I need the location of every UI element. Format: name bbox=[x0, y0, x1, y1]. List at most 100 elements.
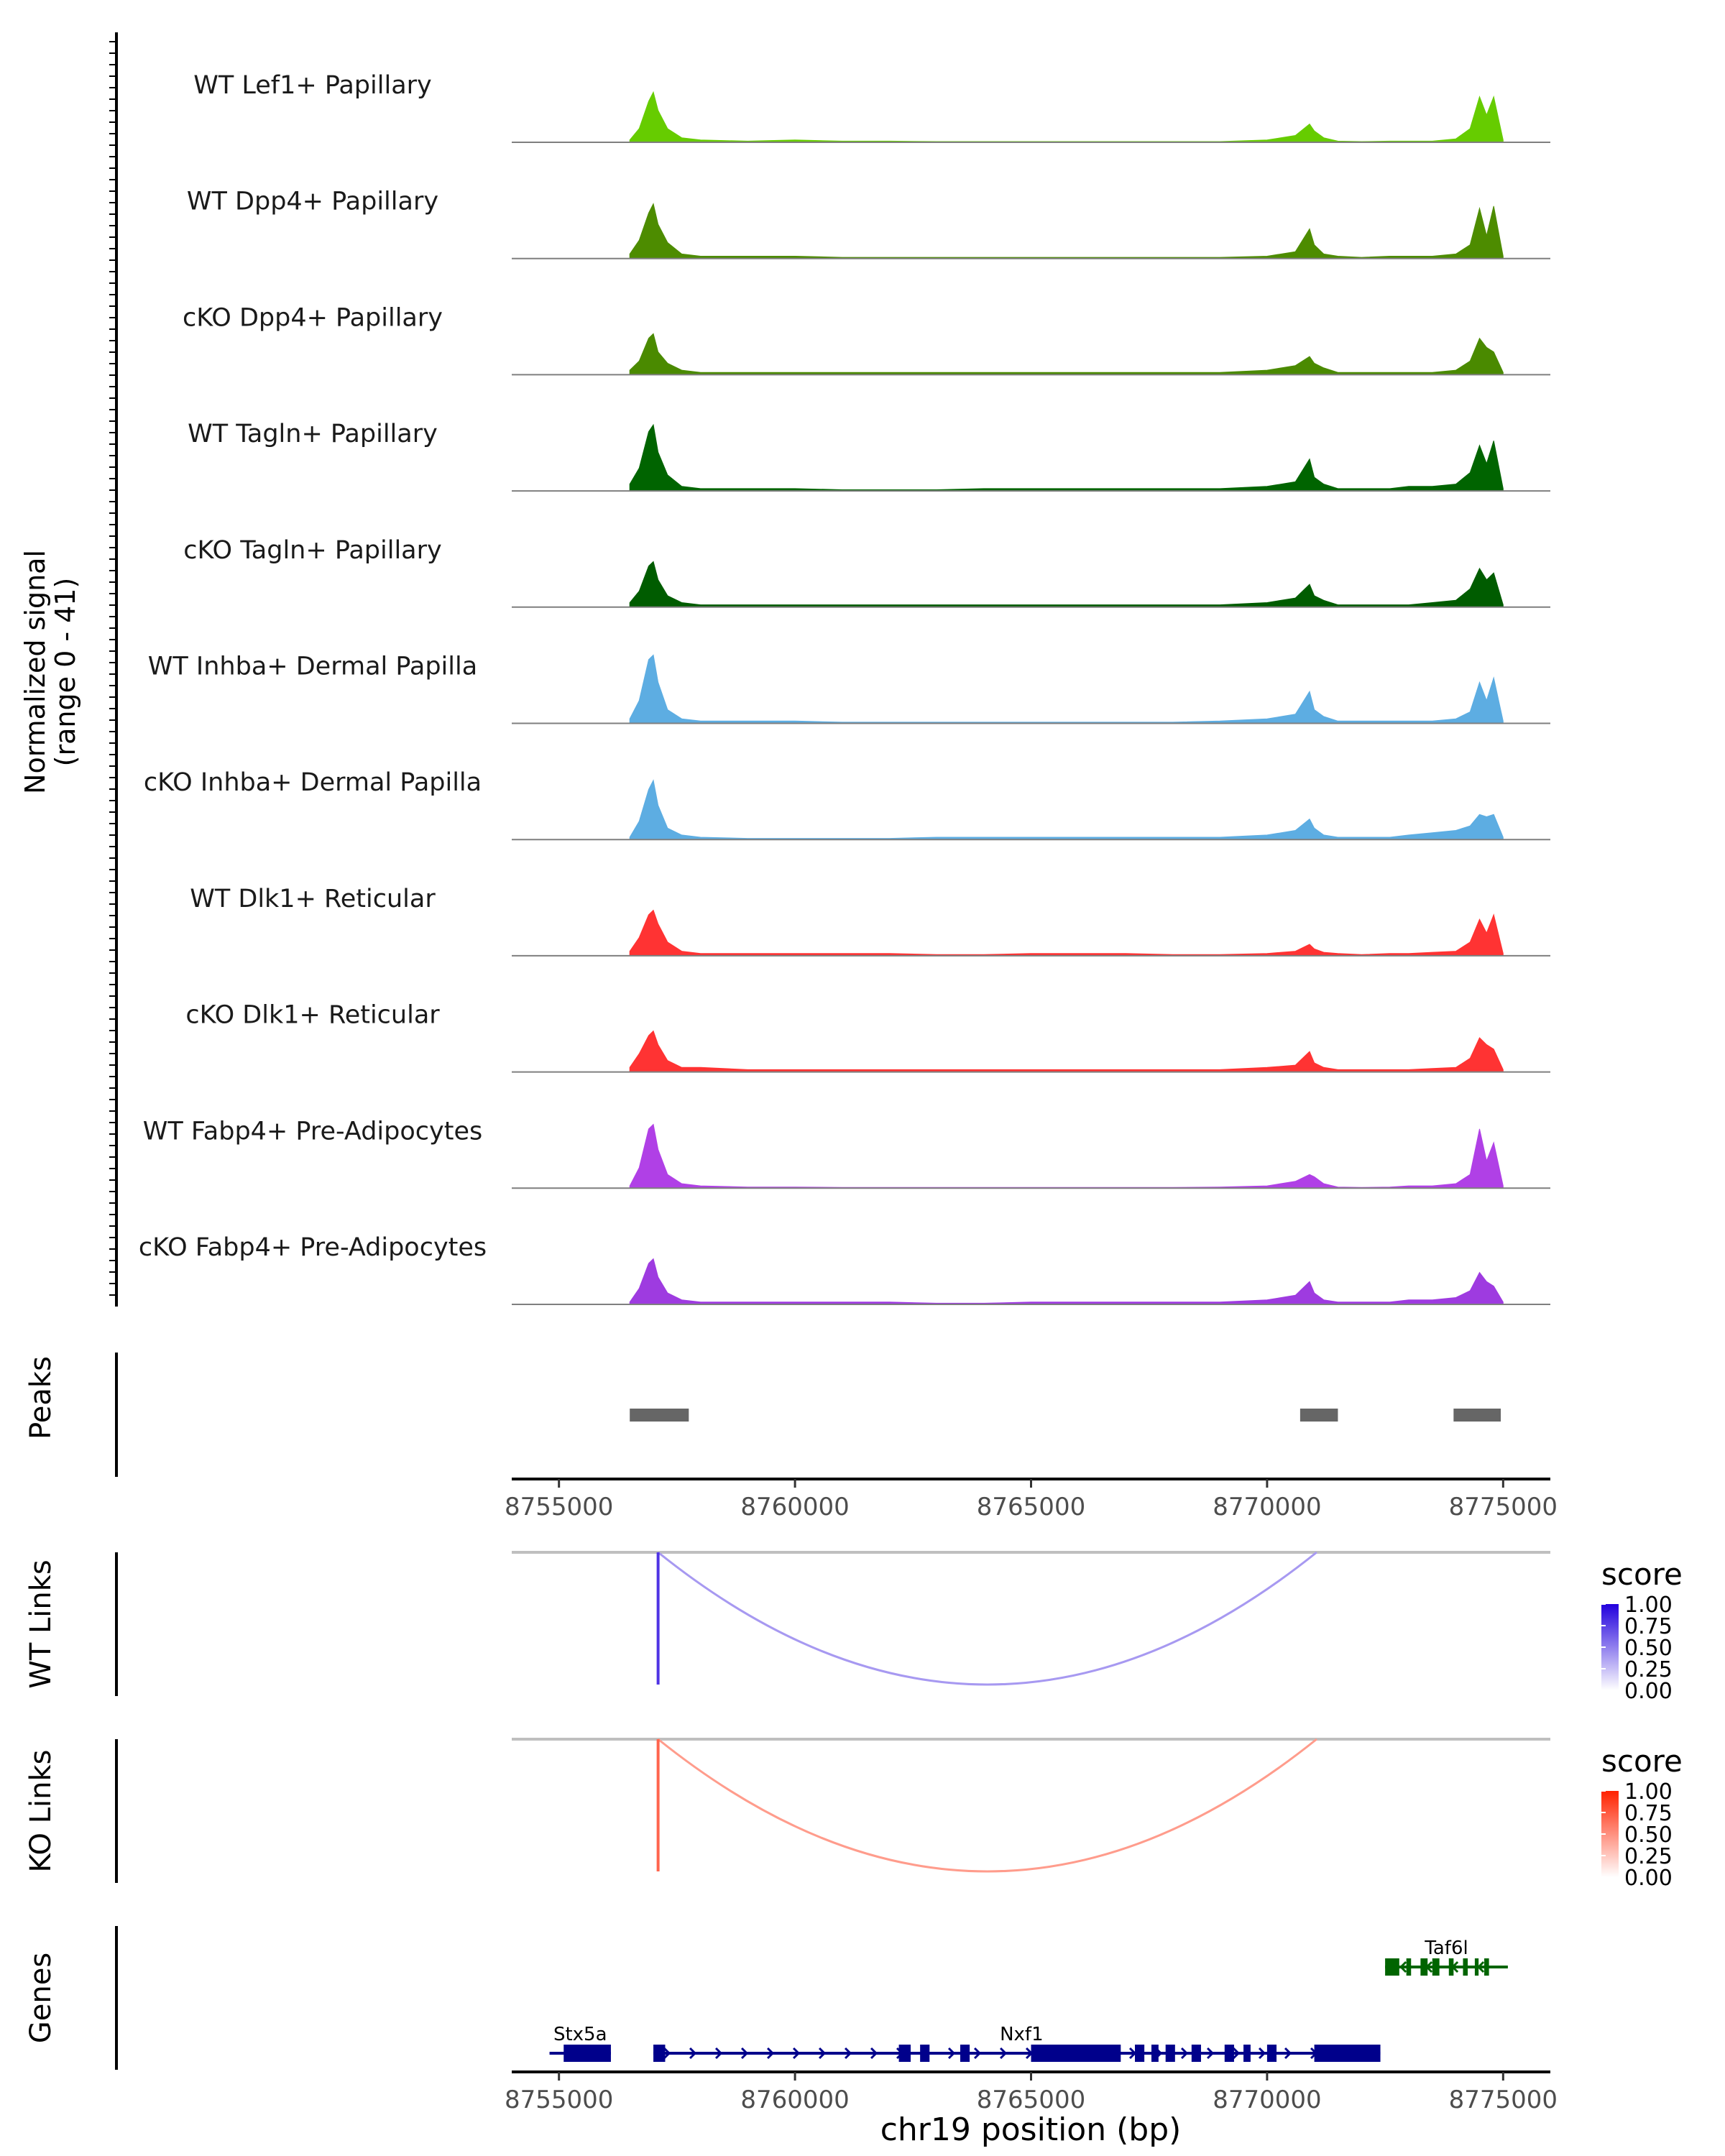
coverage-tracks: WT Lef1+ Papillary WT Dpp4+ Papillary cKO … bbox=[139, 71, 1550, 1305]
gene-exon bbox=[1406, 1958, 1412, 1976]
x-axis-tick-label: 8775000 bbox=[1449, 2086, 1558, 2114]
peak-region bbox=[1453, 1409, 1501, 1422]
ko-links-panel bbox=[512, 1738, 1550, 1873]
coverage-track-label: WT Fabp4+ Pre-Adipocytes bbox=[143, 1117, 482, 1146]
coverage-track: cKO Dlk1+ Reticular bbox=[185, 1001, 1550, 1073]
legend-tick-label: 0.50 bbox=[1624, 1823, 1673, 1848]
gene-exon bbox=[1448, 1958, 1454, 1976]
gene-exon bbox=[1484, 1958, 1489, 1976]
wt-links-axis-title: WT Links bbox=[24, 1560, 58, 1688]
x-axis-tick-label: 8775000 bbox=[1449, 1493, 1558, 1521]
coverage-track: WT Dpp4+ Papillary bbox=[187, 188, 1550, 259]
wt-links-panel bbox=[512, 1551, 1550, 1686]
coverage-track-label: cKO Fabp4+ Pre-Adipocytes bbox=[139, 1233, 487, 1262]
coverage-track-label: WT Inhba+ Dermal Papilla bbox=[148, 653, 477, 681]
gene-strand-arrow bbox=[714, 2047, 723, 2060]
coverage-track: cKO Tagln+ Papillary bbox=[183, 536, 1550, 608]
gene-exon bbox=[1463, 1958, 1468, 1976]
ko-links-axis-title: KO Links bbox=[24, 1750, 58, 1873]
gene-strand-arrow bbox=[947, 2047, 956, 2060]
gene-strand-arrow bbox=[870, 2047, 878, 2060]
gene-exon bbox=[653, 2045, 666, 2062]
wt-legend-title: score bbox=[1601, 1557, 1683, 1592]
gene-model: Stx5a bbox=[549, 2024, 611, 2062]
gene-strand-arrow bbox=[766, 2047, 775, 2060]
coverage-track-label: cKO Inhba+ Dermal Papilla bbox=[144, 768, 482, 797]
x-axis-tick-label: 8770000 bbox=[1213, 2086, 1321, 2114]
x-axis-tick-label: 8765000 bbox=[977, 1493, 1085, 1521]
gene-name-label: Taf6l bbox=[1424, 1938, 1468, 1959]
peaks-axis-title: Peaks bbox=[24, 1356, 58, 1439]
gene-exon bbox=[898, 2045, 911, 2062]
gene-model: Nxf1 bbox=[653, 2024, 1381, 2062]
link-arc bbox=[657, 1738, 1317, 1873]
coverage-track: cKO Inhba+ Dermal Papilla bbox=[144, 768, 1550, 841]
gene-exon bbox=[1385, 1958, 1399, 1976]
coverage-area bbox=[629, 423, 1504, 492]
x-axis-tick-label: 8755000 bbox=[505, 2086, 613, 2114]
gene-exon bbox=[564, 2045, 611, 2062]
gene-strand-arrow bbox=[999, 2047, 1008, 2060]
link-arc bbox=[657, 1551, 1317, 1686]
gene-strand-arrow bbox=[844, 2047, 852, 2060]
gene-exon bbox=[1420, 1958, 1428, 1976]
coverage-track: cKO Fabp4+ Pre-Adipocytes bbox=[139, 1233, 1550, 1305]
gene-name-label: Stx5a bbox=[553, 2024, 607, 2045]
x-axis-tick-label: 8760000 bbox=[740, 2086, 849, 2114]
genes-axis-title-text: Genes bbox=[24, 1953, 58, 2043]
gene-exon bbox=[1135, 2045, 1145, 2062]
coverage-track: WT Fabp4+ Pre-Adipocytes bbox=[143, 1117, 1550, 1189]
gene-models: Stx5a Nxf1 Taf6l bbox=[549, 1938, 1508, 2062]
coverage-area bbox=[629, 654, 1504, 724]
legend-tick-label: 1.00 bbox=[1624, 1593, 1673, 1618]
coverage-track-label: WT Dlk1+ Reticular bbox=[190, 885, 436, 913]
peak-regions bbox=[630, 1409, 1501, 1422]
gene-exon bbox=[960, 2045, 970, 2062]
legend-tick-label: 1.00 bbox=[1624, 1779, 1673, 1805]
gene-exon bbox=[1432, 1958, 1440, 1976]
legend-tick-label: 0.75 bbox=[1624, 1614, 1673, 1639]
x-axis-tick-label: 8760000 bbox=[740, 1493, 849, 1521]
coverage-area bbox=[629, 1123, 1504, 1189]
gene-strand-arrow bbox=[1180, 2047, 1189, 2060]
x-axis-tick-label: 8770000 bbox=[1213, 1493, 1321, 1521]
coverage-y-axis-title-line2: (range 0 - 41) bbox=[50, 578, 81, 767]
legend-tick-label: 0.75 bbox=[1624, 1801, 1673, 1826]
coverage-area bbox=[629, 203, 1504, 259]
gene-strand-arrow bbox=[818, 2047, 827, 2060]
legend-tick-label: 0.25 bbox=[1624, 1844, 1673, 1869]
coverage-track-label: cKO Tagln+ Papillary bbox=[183, 536, 442, 565]
peak-region bbox=[1300, 1409, 1338, 1422]
gene-exon bbox=[1243, 2045, 1251, 2062]
legend-tick-label: 0.25 bbox=[1624, 1657, 1673, 1682]
gene-strand-arrow bbox=[1284, 2047, 1292, 2060]
coverage-track: cKO Dpp4+ Papillary bbox=[183, 303, 1550, 376]
peak-region bbox=[630, 1409, 689, 1422]
peaks-axis-title-text: Peaks bbox=[24, 1356, 58, 1439]
legend-tick-label: 0.00 bbox=[1624, 1866, 1673, 1891]
gene-strand-arrow bbox=[740, 2047, 749, 2060]
coverage-track: WT Lef1+ Papillary bbox=[193, 71, 1550, 143]
coverage-area bbox=[629, 779, 1504, 840]
coverage-track: WT Tagln+ Papillary bbox=[188, 420, 1550, 492]
gene-strand-arrow bbox=[792, 2047, 801, 2060]
gene-exon bbox=[1224, 2045, 1234, 2062]
x-axis-tick-label: 8765000 bbox=[977, 2086, 1085, 2114]
coverage-y-axis-title-line1: Normalized signal bbox=[19, 550, 51, 794]
gene-strand-arrow bbox=[689, 2047, 697, 2060]
x-axis-top: 8755000 8760000 8765000 8770000 8775000 bbox=[505, 1479, 1558, 1521]
x-axis-bottom: 8755000 8760000 8765000 8770000 8775000 bbox=[505, 2072, 1558, 2114]
gene-exon bbox=[1474, 1958, 1479, 1976]
wt-links-axis-title-text: WT Links bbox=[24, 1560, 58, 1688]
gene-name-label: Nxf1 bbox=[1000, 2024, 1044, 2045]
ko-legend-title: score bbox=[1601, 1743, 1683, 1779]
x-axis-tick-label: 8755000 bbox=[505, 1493, 613, 1521]
gene-exon bbox=[1031, 2045, 1121, 2062]
gene-strand-arrow bbox=[1258, 2047, 1266, 2060]
coverage-track-label: WT Tagln+ Papillary bbox=[188, 420, 438, 448]
legend-tick-label: 0.50 bbox=[1624, 1636, 1673, 1661]
coverage-track-label: WT Lef1+ Papillary bbox=[193, 71, 432, 100]
coverage-area bbox=[629, 1258, 1504, 1305]
